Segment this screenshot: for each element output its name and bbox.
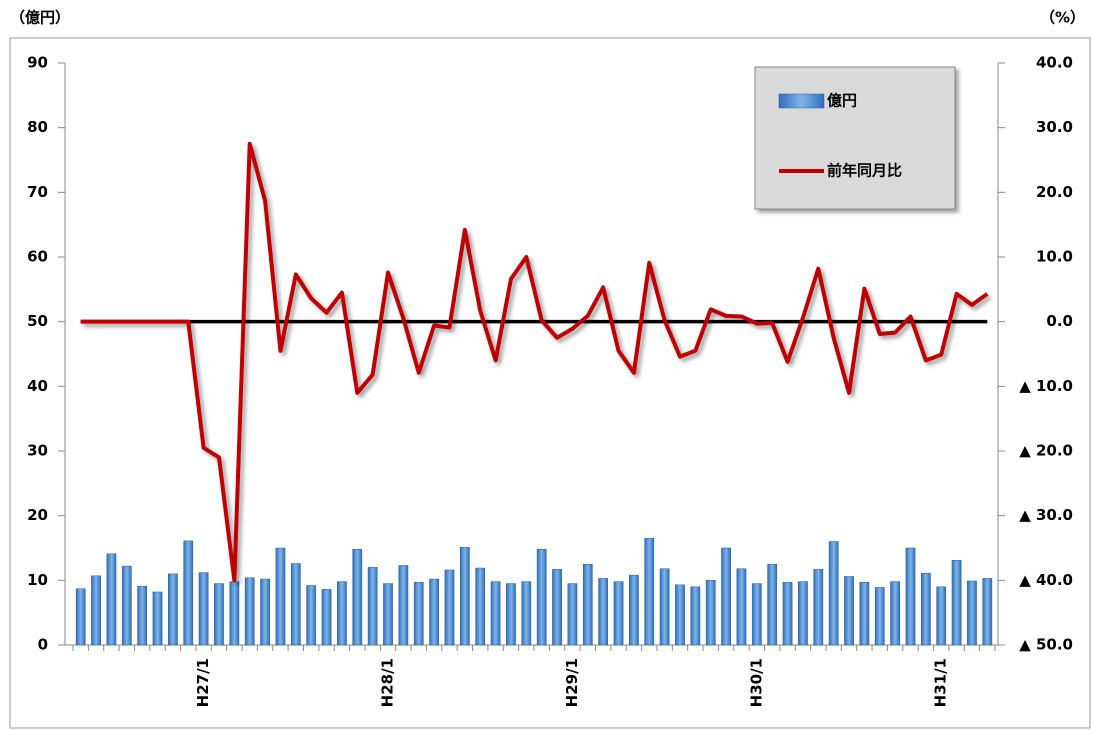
- bar: [813, 569, 824, 646]
- y2-tick-label: ▲ 50.0: [1019, 636, 1073, 654]
- line: [80, 141, 989, 583]
- bar: [244, 577, 255, 646]
- bar: [521, 581, 532, 646]
- bar: [383, 583, 393, 646]
- bar: [798, 581, 808, 646]
- bar: [506, 583, 516, 646]
- bar: [582, 563, 593, 646]
- bar: [306, 585, 317, 646]
- bar: [490, 581, 501, 646]
- bar: [352, 549, 363, 646]
- bar: [705, 580, 716, 646]
- y-tick-label: 20: [27, 506, 48, 524]
- y-tick-label: 10: [27, 571, 48, 589]
- x-tick-label: H27/1: [194, 658, 212, 707]
- bar: [767, 563, 778, 646]
- bar: [260, 578, 270, 646]
- bar: [337, 581, 347, 646]
- bar: [936, 586, 947, 646]
- bar: [413, 582, 424, 646]
- bar: [828, 541, 839, 646]
- bar: [367, 567, 378, 646]
- bar: [214, 583, 224, 646]
- y2-tick-label: 20.0: [1036, 183, 1073, 201]
- y2-axis-label: （%）: [1040, 9, 1085, 27]
- y-tick-label: 0: [38, 636, 48, 654]
- y-tick-label: 60: [27, 248, 48, 266]
- y2-tick-label: ▲ 30.0: [1019, 506, 1073, 524]
- bar: [459, 547, 470, 646]
- y2-tick-label: 10.0: [1036, 248, 1073, 266]
- bar: [567, 583, 578, 646]
- y2-tick-label: ▲ 40.0: [1019, 571, 1073, 589]
- y-axis-label: （億円）: [10, 9, 70, 27]
- y-tick-label: 50: [27, 312, 48, 330]
- y2-tick-label: 40.0: [1036, 54, 1073, 72]
- bar: [475, 567, 486, 646]
- x-tick-label: H30/1: [747, 658, 765, 707]
- bar: [629, 574, 639, 646]
- bar: [121, 565, 132, 646]
- bar: [659, 568, 670, 646]
- bar: [874, 587, 885, 646]
- bar: [736, 568, 747, 646]
- bar: [859, 582, 870, 646]
- bar: [905, 547, 916, 646]
- legend-box: [754, 66, 956, 210]
- bar: [398, 565, 409, 646]
- bar: [168, 573, 178, 646]
- y-tick-label: 30: [27, 442, 48, 460]
- x-tick-label: H31/1: [932, 658, 950, 707]
- legend-swatch: [778, 93, 825, 109]
- bar: [137, 585, 148, 646]
- bar: [982, 578, 993, 646]
- bar: [275, 547, 286, 646]
- y2-tick-label: ▲ 10.0: [1019, 377, 1073, 395]
- x-tick-label: H29/1: [563, 658, 581, 707]
- bar: [967, 580, 977, 646]
- bar: [690, 586, 701, 646]
- y2-tick-label: ▲ 20.0: [1019, 442, 1073, 460]
- bar: [751, 583, 762, 646]
- bar: [721, 547, 731, 646]
- x-tick-label: H28/1: [379, 658, 397, 707]
- y2-tick-label: 30.0: [1036, 118, 1073, 136]
- legend-label: 億円: [827, 92, 857, 110]
- bar: [198, 572, 209, 646]
- y-tick-label: 80: [27, 118, 48, 136]
- y-tick-label: 70: [27, 183, 48, 201]
- bar: [444, 569, 455, 646]
- y-tick-label: 40: [27, 377, 48, 395]
- bar: [152, 591, 163, 646]
- bar: [290, 563, 301, 646]
- plot-frame: [9, 37, 1091, 729]
- bar: [75, 588, 86, 646]
- bar: [890, 581, 900, 646]
- y2-tick-label: 0.0: [1046, 312, 1073, 330]
- bar: [321, 589, 332, 646]
- bar: [429, 578, 439, 646]
- bar: [536, 549, 547, 646]
- bar: [844, 576, 854, 646]
- bar: [229, 581, 240, 646]
- bar: [644, 538, 655, 646]
- bar: [675, 584, 685, 646]
- bar: [613, 581, 624, 646]
- bar: [91, 575, 101, 646]
- bar: [552, 569, 562, 646]
- bar: [782, 582, 793, 646]
- bar: [920, 572, 931, 646]
- bar: [183, 540, 194, 646]
- y-tick-label: 90: [27, 54, 48, 72]
- bar: [106, 553, 117, 646]
- bar: [951, 560, 962, 646]
- legend-label: 前年同月比: [827, 162, 902, 180]
- bar: [598, 578, 609, 646]
